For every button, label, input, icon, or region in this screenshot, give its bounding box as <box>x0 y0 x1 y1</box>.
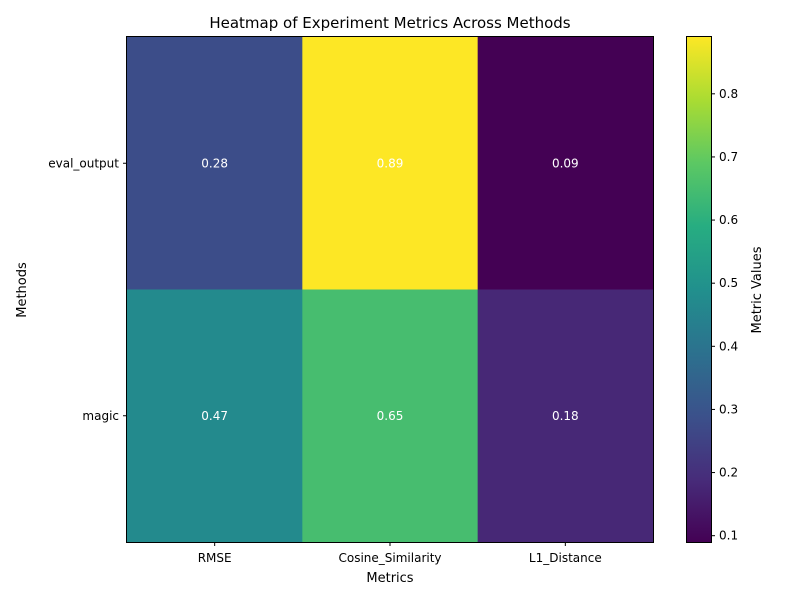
cell-value-label: 0.65 <box>377 409 404 423</box>
x-axis-ticks: RMSE Cosine_Similarity L1_Distance <box>198 542 602 565</box>
cell-value-label: 0.28 <box>201 156 228 170</box>
colorbar-gradient <box>686 36 712 543</box>
x-tick-label: L1_Distance <box>529 551 602 565</box>
x-tick-label: Cosine_Similarity <box>338 551 441 565</box>
heatmap-cells <box>127 37 654 543</box>
cell-value-label: 0.09 <box>552 156 579 170</box>
heatmap-cell-magic-L1_Distance <box>477 289 654 543</box>
colorbar-tick-label: 0.8 <box>719 87 738 101</box>
chart-title: Heatmap of Experiment Metrics Across Met… <box>209 14 570 32</box>
cell-value-label: 0.47 <box>201 409 228 423</box>
x-tick-label: RMSE <box>198 551 232 565</box>
heatmap-cell-magic-Cosine_Similarity <box>302 289 479 543</box>
colorbar-tick-label: 0.4 <box>719 339 738 353</box>
cell-value-labels: 0.28 0.89 0.09 0.47 0.65 0.18 <box>201 156 578 423</box>
heatmap-cell-eval_output-Cosine_Similarity <box>302 37 479 290</box>
cell-value-label: 0.18 <box>552 409 579 423</box>
colorbar-tick-label: 0.6 <box>719 213 738 227</box>
y-axis-label: Methods <box>15 262 30 318</box>
colorbar-tick-label: 0.3 <box>719 402 738 416</box>
heatmap-cell-eval_output-RMSE <box>127 37 303 290</box>
colorbar-tick-label: 0.5 <box>719 276 738 290</box>
colorbar-tick-label: 0.2 <box>719 466 738 480</box>
y-tick-label: magic <box>82 409 119 423</box>
heatmap-cell-magic-RMSE <box>127 289 303 543</box>
colorbar-label: Metric Values <box>750 246 765 333</box>
colorbar-tick-label: 0.1 <box>719 529 738 543</box>
y-tick-label: eval_output <box>48 156 119 170</box>
colorbar-tick-label: 0.7 <box>719 150 738 164</box>
colorbar: 0.1 0.2 0.3 0.4 0.5 0.6 0.7 0.8 Metric Values <box>686 36 765 543</box>
heatmap-cell-eval_output-L1_Distance <box>477 37 654 290</box>
cell-value-label: 0.89 <box>377 156 404 170</box>
colorbar-ticks: 0.1 0.2 0.3 0.4 0.5 0.6 0.7 0.8 <box>711 87 738 543</box>
x-axis-label: Metrics <box>366 571 413 586</box>
